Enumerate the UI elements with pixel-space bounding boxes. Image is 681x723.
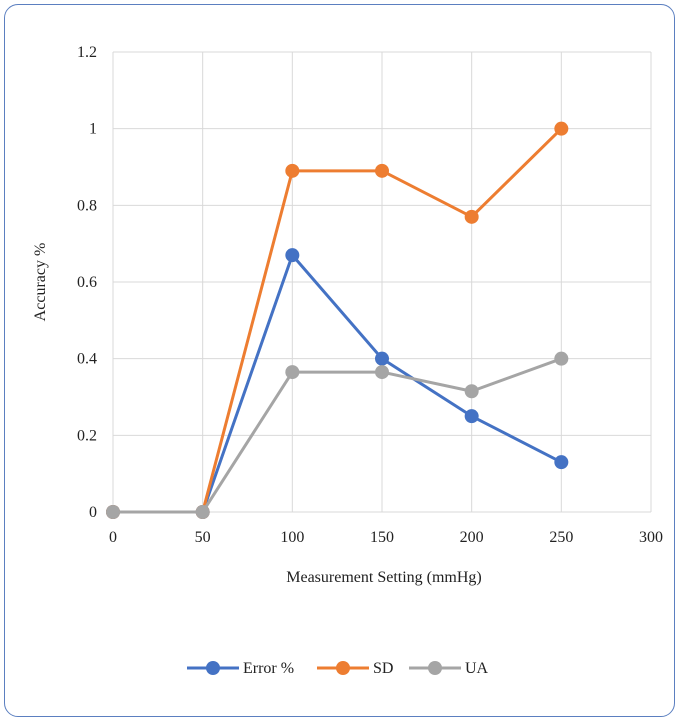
data-point: [554, 121, 569, 136]
data-point: [554, 455, 569, 470]
x-tick-label: 250: [549, 529, 573, 546]
series-error: [106, 248, 569, 519]
legend-marker: [428, 661, 442, 675]
x-tick-labels: 0 50 100 150 200 250 300: [109, 529, 663, 546]
y-tick-label: 0.6: [77, 274, 97, 291]
data-point: [285, 365, 300, 380]
legend-label: SD: [373, 660, 393, 677]
data-point: [375, 351, 389, 366]
series-line: [113, 357, 562, 514]
legend-marker: [336, 661, 350, 675]
series-sd: [106, 121, 569, 519]
data-point: [464, 384, 479, 399]
data-point: [464, 409, 479, 424]
data-point: [375, 365, 389, 380]
data-point: [106, 505, 120, 519]
x-tick-label: 50: [195, 529, 211, 546]
y-tick-label: 0.2: [77, 427, 97, 444]
legend-label: UA: [465, 660, 489, 677]
x-tick-label: 200: [460, 529, 484, 546]
y-axis-title: Accuracy %: [32, 243, 49, 322]
legend-label: Error %: [243, 660, 294, 677]
data-point: [285, 248, 300, 263]
x-tick-label: 300: [639, 529, 663, 546]
y-tick-label: 0.4: [77, 351, 97, 368]
data-point: [554, 351, 569, 366]
y-tick-label: 1.2: [77, 44, 97, 61]
y-tick-labels: 0 0.2 0.4 0.6 0.8 1 1.2: [77, 44, 97, 521]
series-ua: [106, 351, 569, 519]
x-tick-label: 150: [370, 529, 394, 546]
legend-item: UA: [409, 660, 489, 677]
legend-item: SD: [317, 660, 393, 677]
data-point: [195, 505, 210, 519]
data-point: [464, 209, 479, 224]
x-axis-title: Measurement Setting (mmHg): [286, 569, 482, 586]
legend-marker: [206, 661, 220, 675]
y-tick-label: 0.8: [77, 197, 97, 214]
legend-item: Error %: [187, 660, 294, 677]
series-line: [113, 127, 563, 514]
x-tick-label: 0: [109, 529, 117, 546]
y-tick-label: 1: [89, 121, 97, 138]
legend: Error % SD UA: [187, 660, 489, 677]
x-tick-label: 100: [280, 529, 304, 546]
series-group: [106, 121, 569, 519]
data-point: [285, 163, 300, 178]
y-tick-label: 0: [89, 504, 97, 521]
grid-lines: [112, 51, 652, 513]
data-point: [375, 163, 389, 178]
